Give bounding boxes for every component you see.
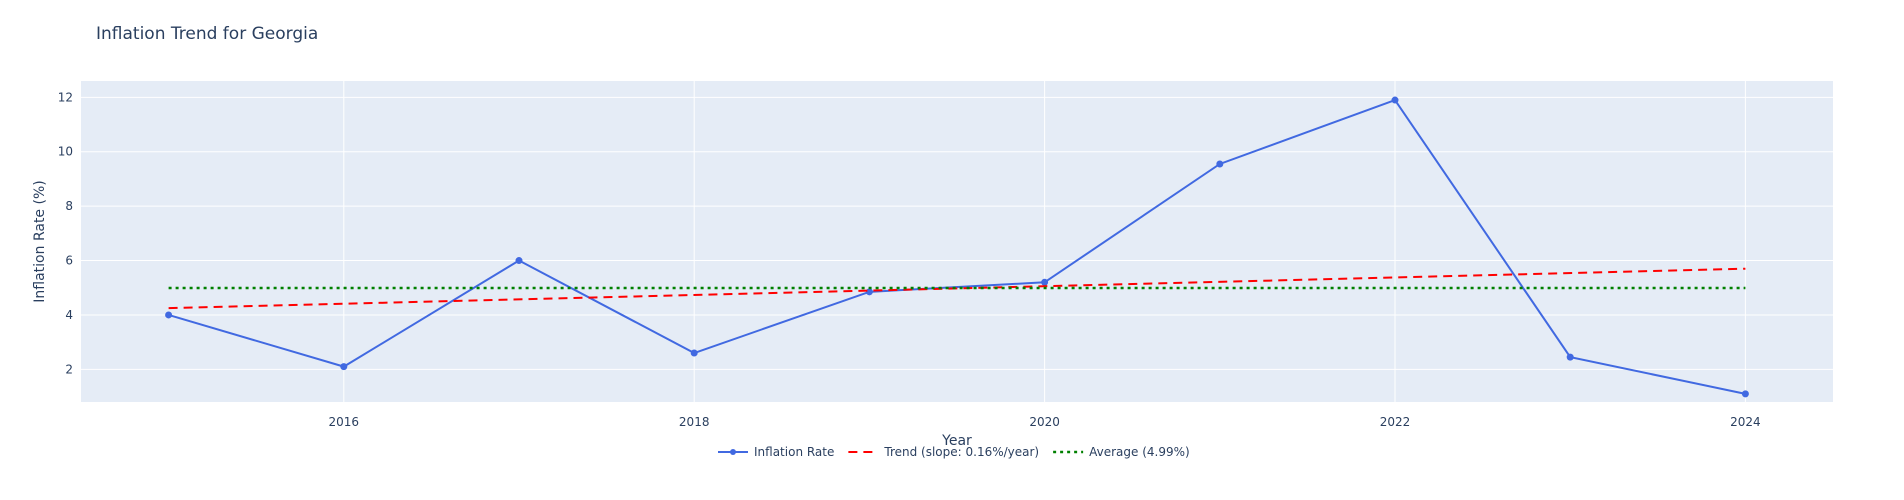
data-point	[1566, 353, 1574, 361]
legend-item-2[interactable]: Trend (slope: 0.16%/year)	[848, 445, 1039, 459]
data-point	[340, 363, 348, 371]
data-point	[690, 349, 698, 357]
grid-lines	[81, 81, 1833, 402]
y-axis-title: Inflation Rate (%)	[32, 180, 48, 302]
x-tick-label: 2024	[1730, 415, 1761, 429]
tick-labels: 2016 2018 2020 2022 2024 2 4 6 8 10 12	[58, 90, 1761, 429]
legend-item-3[interactable]: Average (4.99%)	[1053, 445, 1190, 459]
legend-label: Average (4.99%)	[1089, 445, 1190, 459]
legend-label: Inflation Rate	[754, 445, 834, 459]
y-tick-label: 6	[65, 254, 73, 268]
data-point	[165, 311, 173, 319]
x-tick-label: 2022	[1380, 415, 1411, 429]
data-point	[1741, 390, 1749, 398]
x-tick-label: 2018	[679, 415, 710, 429]
data-point	[515, 257, 523, 265]
chart-title: Inflation Trend for Georgia	[96, 24, 319, 44]
legend-item-1[interactable]: Inflation Rate	[718, 445, 834, 459]
legend-marker	[730, 449, 736, 455]
x-axis-title: Year	[941, 433, 972, 449]
data-point	[1216, 160, 1224, 168]
legend-label: Trend (slope: 0.16%/year)	[883, 445, 1039, 459]
data-point	[865, 288, 873, 296]
y-tick-label: 12	[58, 90, 73, 104]
data-point	[1041, 278, 1049, 286]
legend[interactable]: Inflation Rate Trend (slope: 0.16%/year) A…	[718, 445, 1190, 459]
series-line-2	[168, 267, 1746, 310]
y-tick-label: 4	[65, 308, 73, 322]
x-tick-label: 2020	[1029, 415, 1060, 429]
y-tick-label: 2	[65, 362, 73, 376]
data-point	[1391, 96, 1399, 104]
y-tick-label: 10	[58, 145, 73, 159]
x-tick-label: 2016	[329, 415, 360, 429]
y-tick-label: 8	[65, 199, 73, 213]
series-line-1	[168, 98, 1746, 395]
series-layer	[165, 96, 1749, 398]
